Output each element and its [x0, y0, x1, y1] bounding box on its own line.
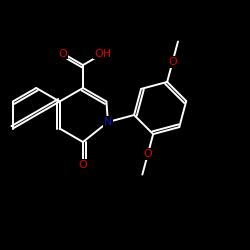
- Text: O: O: [78, 160, 88, 170]
- Text: O: O: [168, 58, 177, 68]
- Text: N: N: [104, 117, 112, 127]
- Text: O: O: [144, 149, 152, 159]
- Text: OH: OH: [94, 48, 112, 58]
- Text: O: O: [59, 48, 68, 58]
